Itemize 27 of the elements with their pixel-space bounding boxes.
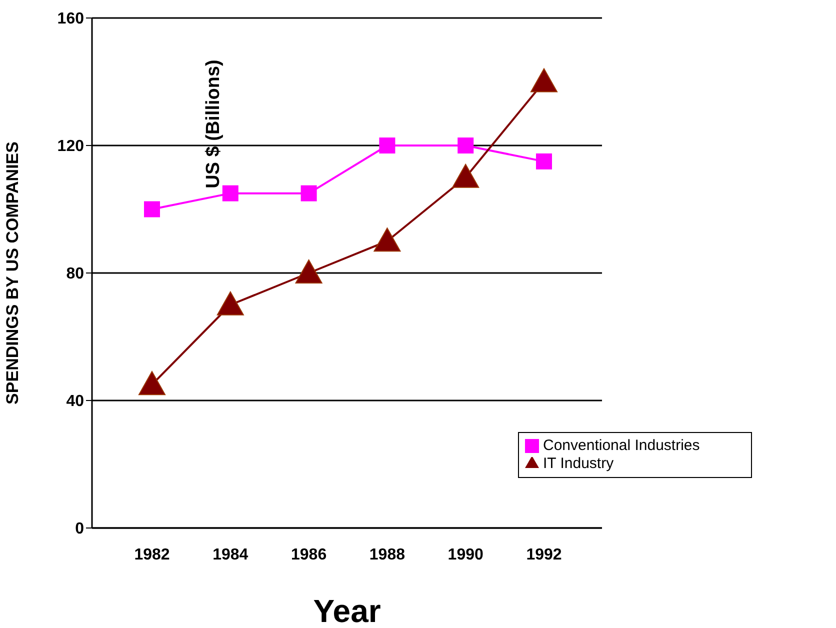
point <box>222 185 238 202</box>
point <box>300 185 317 202</box>
point <box>458 138 474 154</box>
point <box>295 260 322 284</box>
x-tick-label: 1988 <box>369 546 406 564</box>
legend-label: IT Industry <box>543 455 614 472</box>
x-tick-label: 1986 <box>291 546 327 564</box>
x-tick-label: 1990 <box>448 546 484 564</box>
x-tick-label: 1984 <box>212 546 248 564</box>
x-tick-label: 1982 <box>134 546 170 564</box>
y-tick-label: 40 <box>66 393 84 410</box>
legend-label: Conventional Industries <box>543 437 700 454</box>
y-tick-label: 160 <box>57 10 84 28</box>
y-tick-label: 120 <box>57 138 84 156</box>
point <box>452 164 480 188</box>
x-tick-label: 1992 <box>526 546 562 564</box>
point <box>536 153 552 170</box>
point <box>138 371 166 396</box>
y-tick-label: 0 <box>75 520 84 538</box>
y-tick-label: 80 <box>66 266 84 283</box>
annotation: US $ (Billions) <box>203 60 225 188</box>
point <box>379 138 396 154</box>
x-axis-title: Year <box>313 593 381 628</box>
point <box>374 228 401 252</box>
point <box>216 291 244 316</box>
y-axis-title: SPENDINGS BY US COMPANIES <box>3 142 22 404</box>
point <box>144 201 160 218</box>
